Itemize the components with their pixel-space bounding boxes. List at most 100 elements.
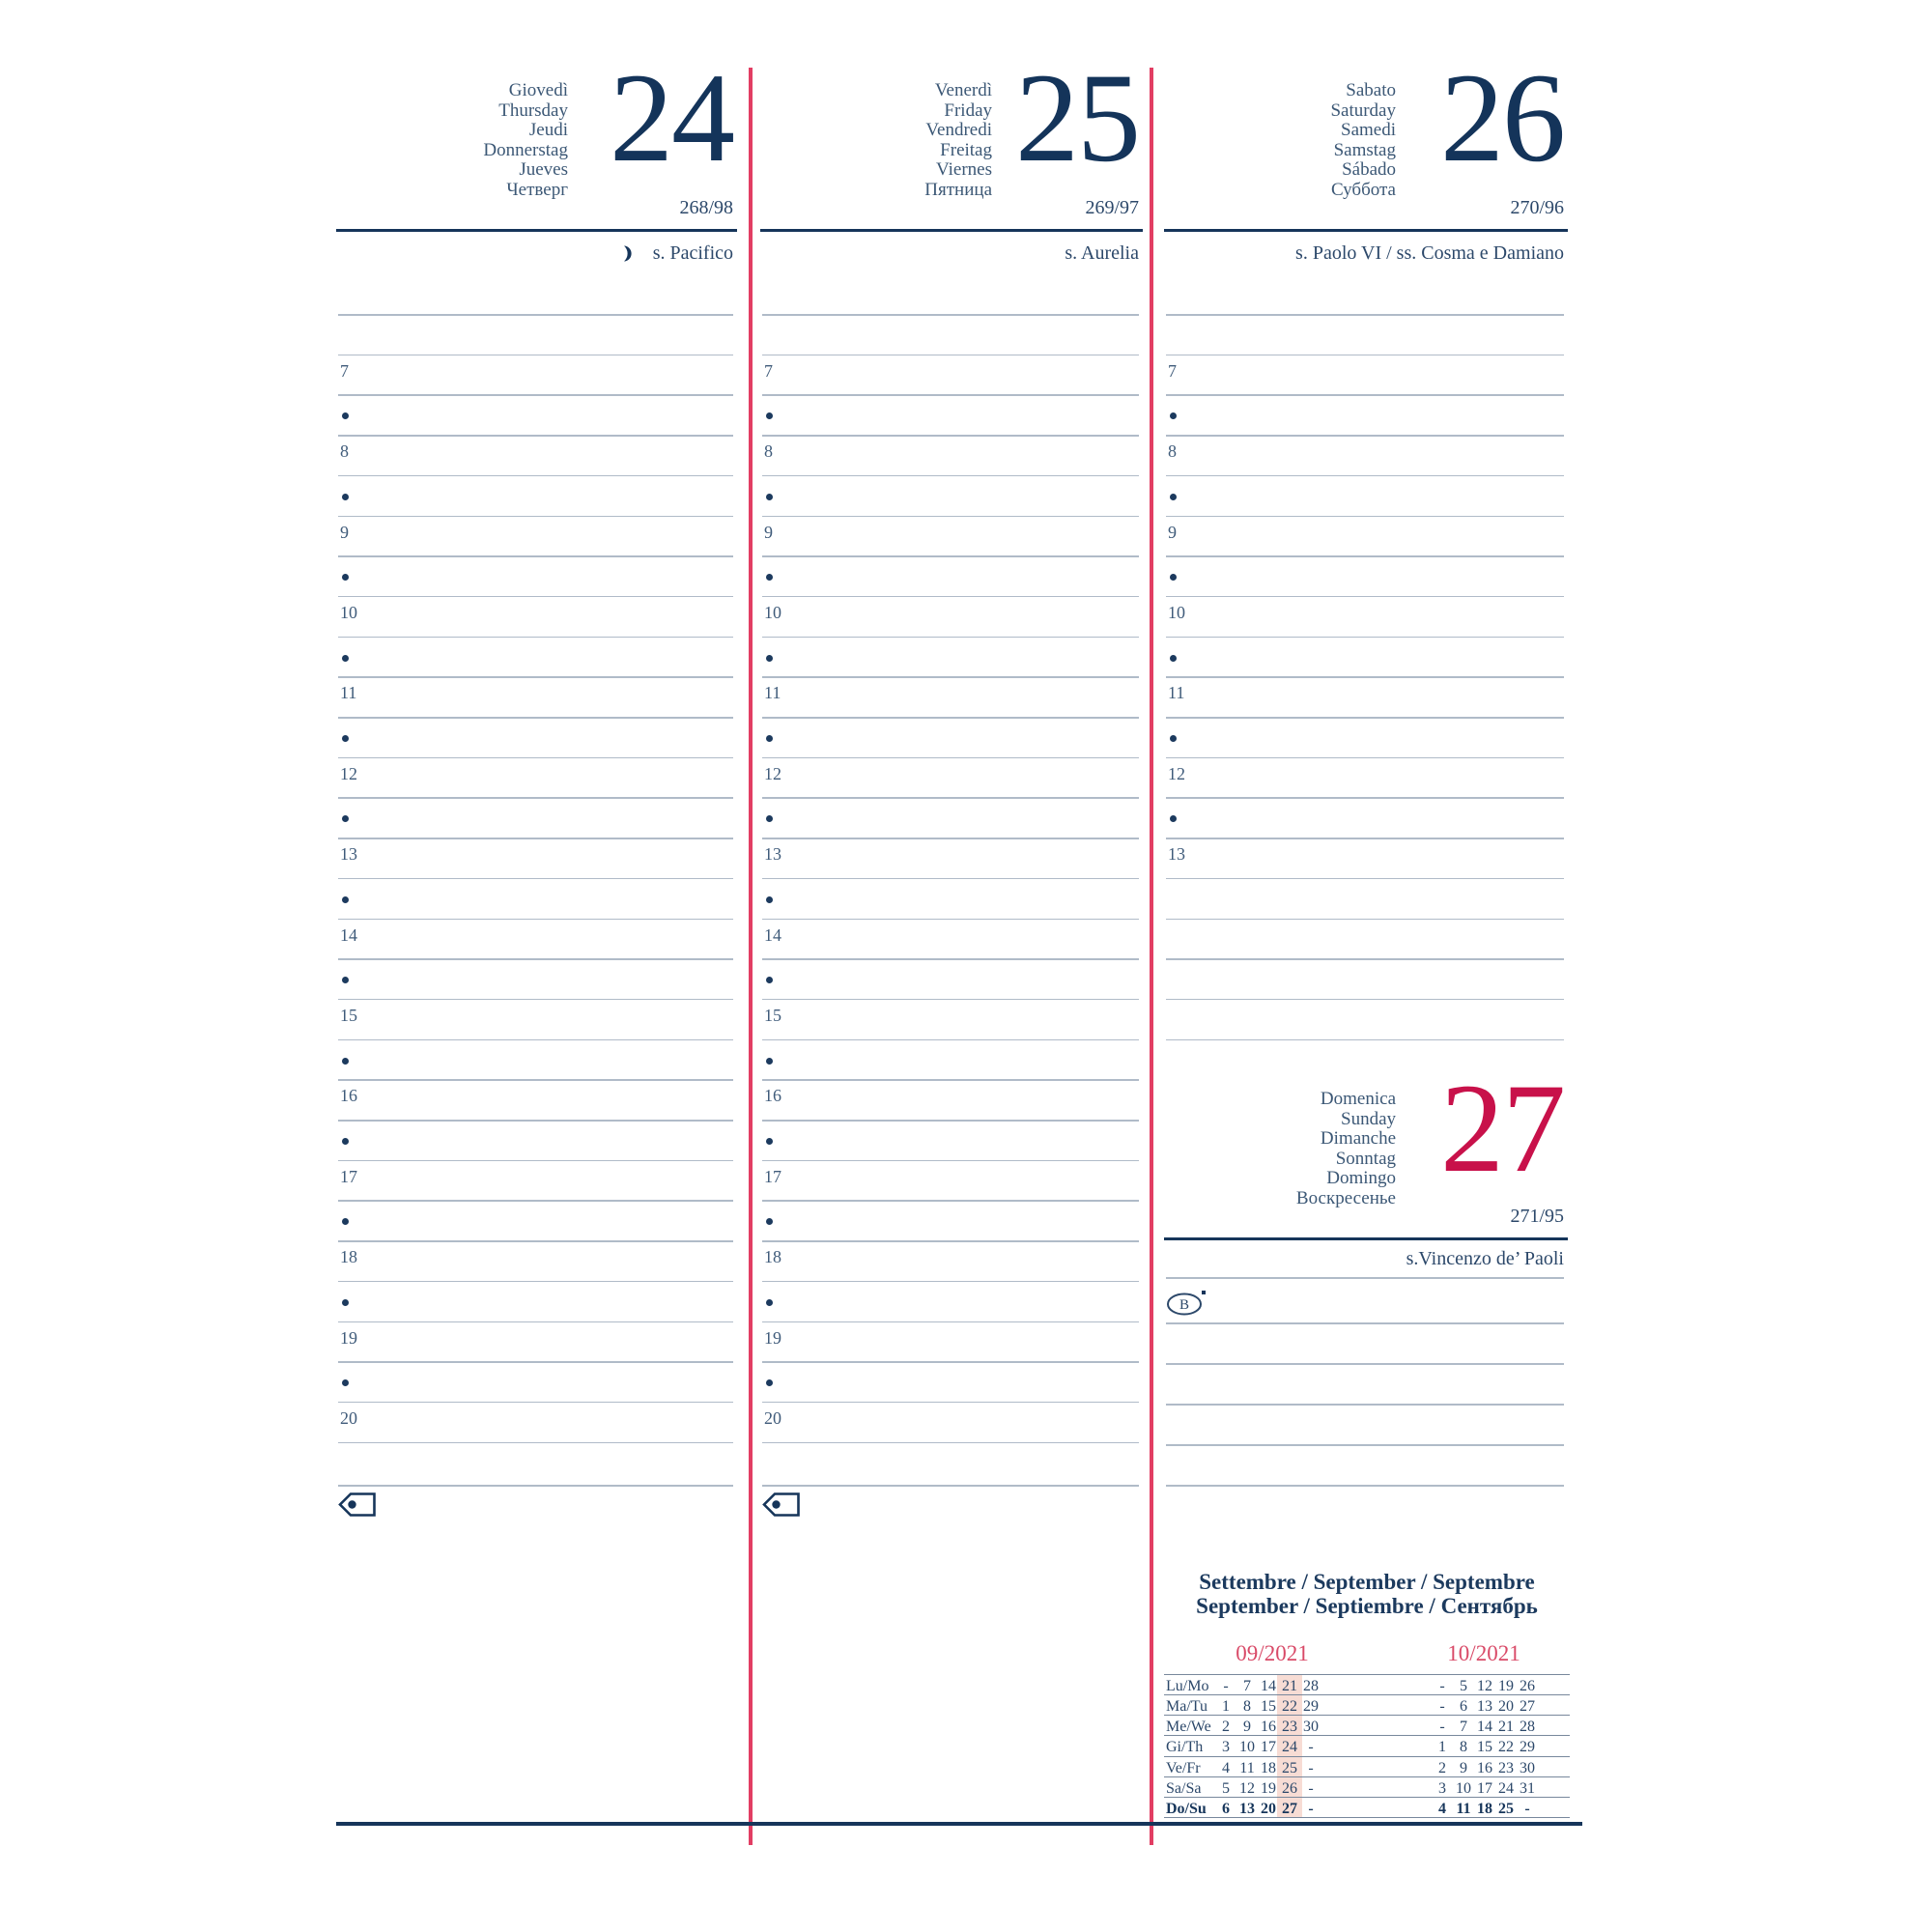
half-hour-bullet [766, 815, 773, 823]
calendar-cell-september: 10 [1239, 1739, 1255, 1756]
calendar-cell-october: 24 [1498, 1779, 1514, 1797]
hour-line [338, 797, 733, 799]
hour-line [1166, 435, 1564, 437]
hour-label: 16 [764, 1086, 781, 1106]
calendar-cell-october: 12 [1477, 1678, 1492, 1694]
calendar-cell-september: 12 [1239, 1779, 1255, 1797]
calendar-cell-september: 11 [1239, 1759, 1255, 1776]
hour-line [762, 636, 1139, 639]
hour-line [1166, 314, 1564, 316]
calendar-cell-september: 4 [1222, 1759, 1230, 1776]
calendar-cell-october: - [1439, 1719, 1445, 1736]
saint-row: s. Paolo VI / ss. Cosma e Damiano [1295, 242, 1564, 265]
calendar-cell-october: 16 [1477, 1759, 1492, 1776]
saint-row: s. Pacifico [618, 242, 733, 265]
hour-label: 20 [764, 1407, 781, 1428]
calendar-cell-september: 13 [1239, 1800, 1255, 1817]
hour-line [1166, 676, 1564, 678]
hour-line [338, 838, 733, 839]
calendar-cell-september: 7 [1243, 1678, 1251, 1694]
day-name-line: Суббота [1330, 179, 1396, 200]
hour-line [1166, 1404, 1564, 1406]
calendar-cell-september: 17 [1261, 1739, 1276, 1756]
calendar-row-label: Sa/Sa [1166, 1779, 1202, 1797]
calendar-cell-october: 28 [1520, 1719, 1535, 1736]
saint-name: s.Vincenzo de’ Paoli [1406, 1248, 1564, 1269]
day-name-line: Sabato [1346, 80, 1396, 100]
hour-line [1166, 958, 1564, 960]
calendar-cell-september: 14 [1261, 1678, 1276, 1694]
half-hour-bullet [342, 1138, 349, 1145]
calendar-row-label: Lu/Mo [1166, 1678, 1209, 1694]
calendar-cell-september: 3 [1222, 1739, 1230, 1756]
hour-label: 12 [340, 763, 357, 783]
day-number: 25 [1015, 46, 1141, 188]
hour-line [1166, 756, 1564, 759]
half-hour-bullet [766, 1298, 773, 1306]
hour-line [1166, 636, 1564, 639]
calendar-cell-october: - [1524, 1800, 1530, 1817]
calendar-cell-october: 5 [1460, 1678, 1467, 1694]
half-hour-bullet [342, 1298, 349, 1306]
hour-line [762, 756, 1139, 759]
hour-label: 15 [340, 1005, 357, 1025]
hour-label: 17 [764, 1166, 781, 1186]
calendar-cell-september: 20 [1261, 1800, 1276, 1817]
header-rule [336, 229, 737, 232]
hour-line [1166, 1038, 1564, 1041]
calendar-cell-september: 26 [1282, 1779, 1297, 1797]
calendar-cell-september: 30 [1303, 1719, 1319, 1736]
hour-label: 13 [1168, 844, 1185, 865]
column-separator-line [1150, 68, 1153, 1845]
hour-line [338, 676, 733, 678]
day-names-saturday: Sabato Saturday Samedi Samstag Sábado Суббота [1164, 80, 1396, 200]
day-name-line: Friday [944, 99, 992, 121]
saint-name: s. Aurelia [1065, 242, 1139, 264]
half-hour-bullet [342, 574, 349, 582]
day-column-friday: Venerdì Friday Vendredi Freitag Viernes Пятни… [760, 0, 1145, 1932]
hour-label: 8 [764, 441, 773, 462]
hour-line [338, 515, 733, 518]
calendar-grid-line [1164, 1694, 1570, 1696]
hour-label: 15 [764, 1005, 781, 1025]
day-column-saturday-sunday: Sabato Saturday Samedi Samstag Sábado Суббота… [1164, 0, 1570, 1932]
half-hour-bullet [766, 1138, 773, 1145]
calendar-grid-line [1164, 1816, 1570, 1818]
half-hour-bullet [1170, 735, 1177, 742]
half-hour-bullet [766, 412, 773, 420]
minical-month-label-september: 09/2021 [1236, 1641, 1309, 1665]
calendar-cell-october: 21 [1498, 1719, 1514, 1736]
hour-line [338, 1361, 733, 1363]
calendar-row-label: Ma/Tu [1166, 1698, 1208, 1716]
hour-line [762, 1240, 1139, 1242]
hour-line [1166, 595, 1564, 598]
hour-line [338, 1159, 733, 1162]
hour-label: 20 [340, 1407, 357, 1428]
hour-label: 7 [1168, 360, 1177, 381]
moon-phase-icon [623, 245, 632, 262]
calendar-cell-october: 30 [1520, 1759, 1535, 1776]
header-rule [1164, 229, 1568, 232]
calendar-cell-october: 7 [1460, 1719, 1467, 1736]
day-name-line: Samedi [1341, 120, 1396, 140]
calendar-cell-october: 25 [1498, 1800, 1514, 1817]
hour-line [1166, 877, 1564, 880]
hour-label: 7 [340, 360, 349, 381]
minical-title-line2: September / Septiembre / Сентябрь [1196, 1594, 1538, 1618]
hour-line [338, 555, 733, 557]
calendar-cell-september: 23 [1282, 1719, 1297, 1736]
calendar-cell-october: 11 [1456, 1800, 1471, 1817]
day-name-line: Пятница [924, 179, 992, 200]
hour-line [762, 1361, 1139, 1363]
calendar-grid-line [1164, 1735, 1570, 1737]
sunday-saint-row: s.Vincenzo de’ Paoli [1406, 1248, 1564, 1270]
hour-label: 19 [340, 1327, 357, 1348]
sunday-number: 27 [1440, 1057, 1566, 1199]
day-of-year: 270/96 [1510, 197, 1564, 218]
half-hour-bullet [342, 1057, 349, 1065]
day-name-line: Jueves [519, 159, 568, 180]
day-number: 24 [610, 46, 735, 188]
calendar-cell-october: 3 [1438, 1779, 1446, 1797]
calendar-cell-september: 2 [1222, 1719, 1230, 1736]
calendar-row-label: Do/Su [1166, 1800, 1207, 1817]
